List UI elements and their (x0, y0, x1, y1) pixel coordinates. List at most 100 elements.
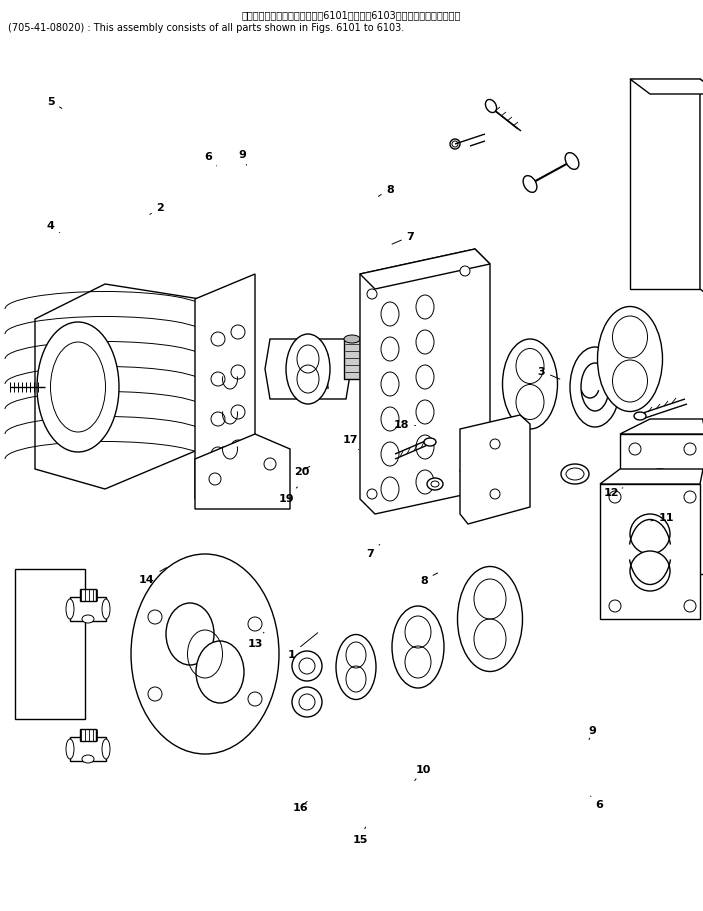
Ellipse shape (460, 267, 470, 277)
Ellipse shape (381, 477, 399, 501)
Polygon shape (195, 275, 255, 499)
Text: 4: 4 (46, 221, 60, 233)
Ellipse shape (367, 489, 377, 499)
Text: 5: 5 (47, 97, 62, 109)
Polygon shape (265, 340, 351, 400)
Ellipse shape (392, 607, 444, 688)
Ellipse shape (82, 615, 94, 623)
Ellipse shape (196, 641, 244, 703)
Text: 8: 8 (420, 573, 437, 585)
Polygon shape (195, 435, 290, 509)
Ellipse shape (286, 334, 330, 404)
Ellipse shape (264, 458, 276, 470)
Ellipse shape (570, 348, 620, 427)
Ellipse shape (367, 290, 377, 300)
Ellipse shape (427, 478, 443, 490)
Ellipse shape (450, 140, 460, 149)
Ellipse shape (148, 610, 162, 624)
Ellipse shape (490, 439, 500, 449)
Ellipse shape (51, 343, 105, 433)
Ellipse shape (684, 600, 696, 612)
Ellipse shape (344, 335, 360, 343)
Polygon shape (630, 80, 700, 290)
Ellipse shape (640, 469, 680, 509)
Ellipse shape (629, 444, 641, 456)
Text: 10: 10 (415, 764, 431, 781)
Ellipse shape (416, 435, 434, 459)
Ellipse shape (231, 325, 245, 340)
Ellipse shape (381, 373, 399, 396)
Ellipse shape (630, 515, 670, 555)
Ellipse shape (424, 438, 436, 446)
Ellipse shape (381, 302, 399, 327)
Ellipse shape (609, 600, 621, 612)
Ellipse shape (299, 694, 315, 711)
Ellipse shape (561, 465, 589, 485)
Ellipse shape (629, 553, 641, 566)
Ellipse shape (649, 148, 687, 186)
Ellipse shape (209, 474, 221, 486)
Ellipse shape (609, 491, 621, 504)
Ellipse shape (102, 599, 110, 619)
Ellipse shape (299, 659, 315, 674)
Ellipse shape (416, 401, 434, 425)
Text: 9: 9 (588, 726, 597, 740)
Text: 6: 6 (591, 796, 604, 809)
Ellipse shape (231, 441, 245, 455)
Ellipse shape (292, 687, 322, 717)
Text: 16: 16 (292, 802, 308, 812)
Bar (70, 598, 106, 621)
Text: 7: 7 (392, 232, 415, 245)
Ellipse shape (66, 739, 74, 759)
Ellipse shape (684, 553, 696, 566)
Ellipse shape (684, 444, 696, 456)
Ellipse shape (503, 340, 557, 429)
Bar (80, 589, 96, 601)
Text: 18: 18 (394, 420, 415, 429)
Bar (344, 340, 360, 380)
Polygon shape (15, 569, 85, 719)
Ellipse shape (231, 365, 245, 380)
Ellipse shape (211, 447, 225, 462)
Text: このアセンブリの構成部品は第6101図から第6103図の部品まで含みます。: このアセンブリの構成部品は第6101図から第6103図の部品まで含みます。 (242, 10, 461, 20)
Polygon shape (360, 250, 490, 515)
Ellipse shape (336, 635, 376, 700)
Text: 7: 7 (366, 545, 380, 558)
Ellipse shape (211, 333, 225, 346)
Ellipse shape (598, 307, 662, 412)
Ellipse shape (634, 413, 646, 421)
Ellipse shape (684, 491, 696, 504)
Ellipse shape (657, 156, 679, 178)
Ellipse shape (231, 405, 245, 420)
Text: 11: 11 (651, 513, 674, 522)
Ellipse shape (416, 331, 434, 354)
Ellipse shape (37, 322, 119, 453)
Ellipse shape (565, 153, 579, 170)
Polygon shape (620, 435, 703, 574)
Ellipse shape (460, 466, 470, 476)
Ellipse shape (381, 443, 399, 466)
Ellipse shape (657, 112, 679, 134)
Text: 20: 20 (295, 466, 310, 476)
Ellipse shape (416, 296, 434, 320)
Bar (70, 737, 106, 762)
Ellipse shape (82, 755, 94, 763)
Polygon shape (360, 250, 490, 290)
Bar (80, 729, 96, 742)
Text: 15: 15 (352, 827, 368, 844)
Text: 3: 3 (538, 367, 560, 380)
Ellipse shape (166, 603, 214, 665)
Ellipse shape (292, 651, 322, 681)
Ellipse shape (131, 555, 279, 754)
Ellipse shape (566, 468, 584, 480)
Ellipse shape (458, 567, 522, 671)
Ellipse shape (211, 413, 225, 426)
Polygon shape (630, 80, 703, 95)
Text: 6: 6 (204, 152, 217, 167)
Ellipse shape (416, 365, 434, 390)
Text: 9: 9 (238, 150, 247, 166)
Ellipse shape (431, 482, 439, 487)
Polygon shape (700, 80, 703, 304)
Ellipse shape (523, 177, 537, 193)
Ellipse shape (416, 470, 434, 495)
